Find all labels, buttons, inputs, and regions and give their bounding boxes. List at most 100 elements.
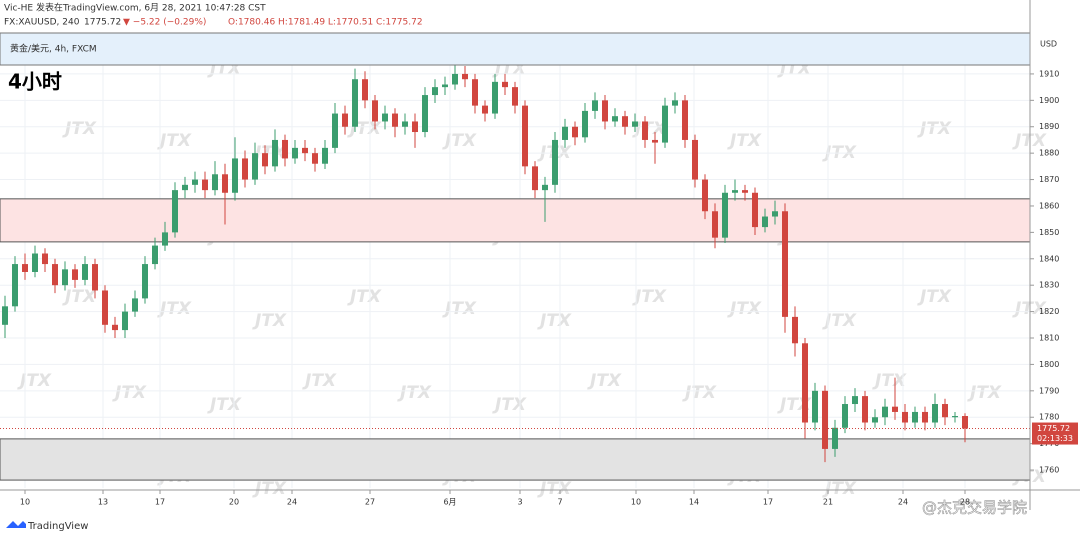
candle-body: [432, 87, 438, 96]
watermark: JTX: [967, 383, 1002, 403]
candle-body: [292, 147, 298, 159]
candle-body: [232, 158, 238, 193]
candle-body: [912, 411, 918, 423]
candle-body: [702, 179, 708, 212]
candle-body: [242, 158, 248, 180]
y-tick-label: 1810: [1039, 334, 1059, 343]
candle-body: [472, 79, 478, 106]
watermark: JTX: [872, 371, 907, 391]
header-last: 1775.72: [84, 18, 121, 28]
candle-body: [482, 105, 488, 114]
candle-body: [412, 121, 418, 133]
candle-body: [352, 79, 358, 127]
x-tick-label: 7: [557, 498, 562, 507]
header-ohlc: O:1780.46 H:1781.49 L:1770.51 C:1775.72: [228, 18, 423, 28]
candle-body: [782, 211, 788, 317]
watermark: JTX: [682, 383, 717, 403]
candle-body: [202, 179, 208, 191]
candle-body: [152, 245, 158, 265]
header-change: ▼ −5.22 (−0.29%): [123, 18, 206, 28]
candle-body: [682, 100, 688, 140]
y-tick-label: 1900: [1039, 96, 1059, 105]
candle-body: [32, 253, 38, 272]
candle-body: [862, 396, 868, 423]
candle-body: [62, 269, 68, 286]
candle-body: [952, 416, 958, 418]
candle-body: [22, 264, 28, 272]
candle-body: [742, 190, 748, 193]
candle-body: [322, 147, 328, 164]
watermark: JTX: [727, 299, 762, 319]
watermark: JTX: [252, 311, 287, 331]
header-symbol: FX:XAUUSD, 240: [4, 18, 80, 28]
candle-body: [652, 139, 658, 143]
candle-body: [872, 417, 878, 423]
candle-body: [802, 343, 808, 423]
candle-body: [622, 116, 628, 127]
watermark: JTX: [157, 131, 192, 151]
candle-body: [722, 192, 728, 238]
y-tick-label: 1870: [1039, 175, 1059, 184]
y-tick-label: 1860: [1039, 201, 1059, 210]
candle-body: [312, 153, 318, 164]
candle-body: [922, 411, 928, 423]
x-tick-label: 17: [155, 498, 165, 507]
zone: [0, 198, 1031, 243]
y-tick-label: 1830: [1039, 281, 1059, 290]
watermark: JTX: [252, 479, 287, 499]
candle-body: [392, 113, 398, 127]
candle-body: [812, 390, 818, 423]
candle-body: [962, 416, 968, 429]
watermark: JTX: [112, 383, 147, 403]
x-tick-label: 10: [631, 498, 641, 507]
candle-body: [362, 79, 368, 101]
watermark: JTX: [587, 371, 622, 391]
x-tick-label: 6月: [443, 498, 456, 507]
candle-body: [552, 139, 558, 185]
plot-area: [0, 33, 1031, 488]
candle-body: [252, 153, 258, 180]
candle-body: [172, 190, 178, 233]
candle-body: [102, 290, 108, 325]
y-tick-label: 1820: [1039, 307, 1059, 316]
x-tick-label: 24: [898, 498, 908, 507]
legend-strip: [0, 32, 1031, 66]
candle-body: [542, 184, 548, 191]
candle-body: [92, 264, 98, 291]
watermark: JTX: [347, 287, 382, 307]
zone: [0, 438, 1031, 481]
candle-body: [902, 411, 908, 423]
candle-body: [822, 390, 828, 449]
candle-body: [772, 211, 778, 217]
x-tick-label: 28: [960, 498, 970, 507]
x-tick-label: 3: [517, 498, 522, 507]
candle-body: [842, 404, 848, 428]
watermark: JTX: [822, 479, 857, 499]
candle-body: [792, 316, 798, 344]
candle-body: [642, 121, 648, 140]
candle-body: [882, 406, 888, 418]
watermark: JTX: [1012, 131, 1047, 151]
countdown: 02:13:33: [1037, 434, 1073, 443]
x-tick-label: 14: [689, 498, 699, 507]
watermark: JTX: [917, 119, 952, 139]
y-tick-label: 1790: [1039, 386, 1059, 395]
header-line1: Vic-HE 发表在TradingView.com, 6月 28, 2021 1…: [4, 2, 266, 14]
watermark: JTX: [537, 311, 572, 331]
candle-body: [932, 404, 938, 423]
watermark: JTX: [727, 131, 762, 151]
candle-body: [692, 139, 698, 180]
candle-body: [452, 73, 458, 85]
y-tick-label: 1840: [1039, 254, 1059, 263]
y-tick-label: 1850: [1039, 228, 1059, 237]
y-tick-label: 1880: [1039, 149, 1059, 158]
candle-body: [122, 311, 128, 331]
watermark: JTX: [1012, 299, 1047, 319]
candle-body: [602, 100, 608, 122]
watermark: JTX: [492, 395, 527, 415]
watermark: JTX: [302, 371, 337, 391]
candle-body: [142, 264, 148, 299]
y-tick-label: 1780: [1039, 413, 1059, 422]
candle-body: [402, 121, 408, 127]
